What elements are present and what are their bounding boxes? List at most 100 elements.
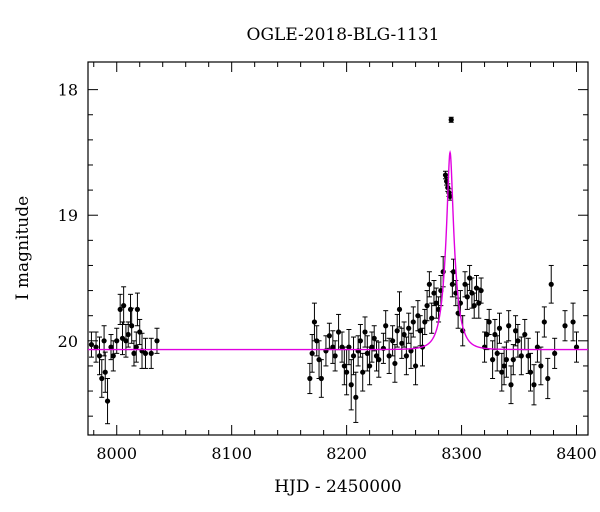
point-marker — [525, 353, 531, 359]
point-marker — [371, 335, 377, 341]
data-point — [552, 337, 558, 369]
data-point — [127, 293, 134, 325]
data-point — [117, 293, 123, 325]
point-marker — [389, 338, 396, 344]
point-marker — [442, 172, 449, 178]
point-marker — [88, 341, 95, 348]
point-marker — [101, 338, 107, 344]
data-point — [373, 340, 380, 372]
point-marker — [508, 382, 514, 388]
data-point — [412, 346, 419, 386]
data-point — [102, 351, 108, 393]
data-point — [148, 337, 154, 369]
data-point — [401, 321, 407, 348]
point-marker — [401, 331, 407, 338]
data-point — [353, 371, 359, 423]
point-marker — [406, 325, 412, 331]
point-marker — [431, 290, 437, 296]
point-marker — [369, 344, 375, 350]
point-marker — [131, 350, 137, 356]
point-marker — [392, 360, 398, 367]
point-marker — [545, 375, 551, 382]
point-marker — [93, 344, 99, 350]
data-point — [96, 336, 103, 376]
point-marker — [373, 353, 380, 359]
data-point — [534, 331, 541, 363]
data-point — [369, 331, 375, 363]
point-marker — [129, 323, 135, 329]
data-point — [396, 291, 403, 328]
data-point — [408, 332, 414, 369]
point-marker — [512, 328, 519, 334]
point-marker — [522, 331, 528, 338]
point-marker — [108, 344, 114, 350]
data-point — [538, 346, 544, 386]
data-point — [464, 283, 470, 310]
point-marker — [367, 363, 373, 369]
point-marker — [562, 323, 568, 329]
data-point — [506, 310, 512, 342]
point-marker — [148, 350, 154, 356]
point-marker — [499, 369, 505, 375]
point-marker — [410, 319, 416, 325]
data-point — [123, 323, 129, 358]
point-marker — [489, 357, 496, 363]
data-point — [489, 340, 496, 379]
point-marker — [386, 353, 392, 359]
point-marker — [548, 281, 554, 287]
data-point — [371, 325, 377, 352]
point-marker — [102, 369, 108, 375]
data-points — [88, 116, 580, 425]
data-point — [406, 312, 412, 344]
data-point — [501, 346, 507, 386]
data-point — [348, 359, 354, 411]
data-point — [422, 308, 428, 336]
point-marker — [348, 382, 354, 388]
data-point — [545, 357, 551, 400]
point-marker — [433, 300, 439, 306]
data-point — [494, 335, 500, 372]
point-marker — [133, 344, 139, 350]
point-marker — [440, 269, 446, 275]
data-point — [376, 341, 382, 378]
data-point — [332, 340, 338, 372]
point-marker — [362, 329, 368, 335]
point-marker — [117, 306, 123, 313]
data-point — [478, 277, 484, 304]
data-point — [383, 310, 389, 342]
data-point — [573, 331, 580, 363]
data-point — [346, 329, 352, 366]
data-point — [527, 352, 534, 392]
point-marker — [318, 375, 324, 382]
point-marker — [478, 287, 484, 294]
data-point — [323, 335, 329, 367]
point-marker — [515, 338, 521, 344]
data-point — [99, 359, 105, 398]
data-point — [134, 292, 141, 327]
data-point — [129, 307, 135, 344]
y-tick-label: 18 — [58, 81, 78, 100]
data-point — [350, 336, 357, 376]
point-marker — [394, 328, 400, 334]
data-point — [330, 330, 336, 364]
data-point — [562, 310, 568, 342]
data-point — [392, 344, 398, 383]
data-point — [93, 331, 99, 363]
point-marker — [450, 269, 457, 275]
y-axis: 18 19 20 — [58, 81, 588, 417]
data-point — [570, 302, 576, 342]
point-marker — [350, 353, 357, 359]
point-marker — [570, 319, 576, 325]
data-point — [448, 116, 454, 123]
data-point — [548, 264, 554, 304]
x-tick-label: 8200 — [326, 444, 367, 463]
point-marker — [142, 350, 149, 356]
point-marker — [114, 338, 120, 344]
y-tick-label: 19 — [58, 206, 78, 225]
data-point — [399, 327, 405, 359]
point-marker — [357, 338, 364, 344]
data-point — [125, 321, 131, 348]
point-marker — [552, 350, 558, 356]
point-marker — [429, 315, 435, 321]
point-marker — [503, 357, 509, 363]
